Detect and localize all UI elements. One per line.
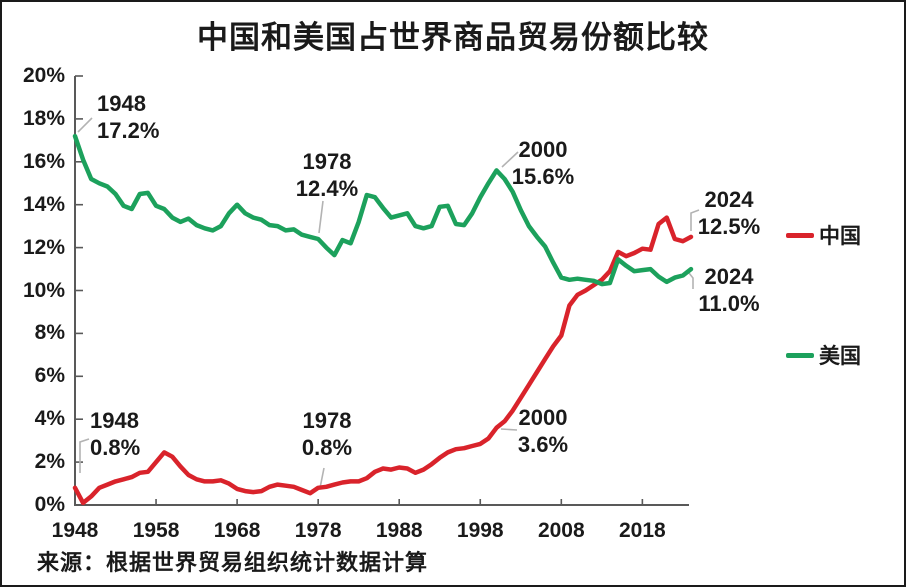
annotation-year: 2000 [518, 405, 568, 430]
annotation-leader-line [500, 428, 518, 431]
annotation-value: 17.2% [97, 118, 160, 143]
annotation-year: 2024 [704, 187, 754, 212]
annotation-year: 2000 [518, 137, 568, 162]
x-axis-label: 1968 [213, 519, 261, 542]
annotation-leader-line [77, 117, 93, 133]
x-axis-label: 1978 [294, 519, 342, 542]
axes [74, 76, 689, 506]
x-axis-label: 1948 [51, 519, 99, 542]
y-axis-label: 18% [22, 106, 65, 130]
legend-label-china: 中国 [819, 225, 861, 248]
annotation-value: 11.0% [698, 291, 760, 316]
annotation-value: 0.8% [90, 435, 141, 460]
annotation-value: 3.6% [517, 432, 569, 457]
series-line-中国 [72, 215, 694, 506]
annotation-leader-line [690, 209, 700, 231]
annotation-value: 12.4% [295, 176, 359, 201]
annotation-value: 15.6% [511, 164, 575, 189]
annotation-value: 12.5% [697, 214, 761, 239]
annotation-cn-2000: 2000 3.6% [501, 404, 585, 458]
annotation-leader-line [319, 467, 325, 489]
annotation-cn-1978: 1978 0.8% [286, 407, 368, 461]
annotation-leader-line [79, 438, 90, 473]
x-axis-label: 1958 [132, 519, 180, 542]
chart-title: 中国和美国占世界商品贸易份额比较 [197, 20, 709, 55]
legend-label-us: 美国 [819, 345, 861, 368]
annotation-cn-2024: 2024 12.5% [687, 186, 771, 240]
annotation-leader-line [501, 151, 519, 168]
x-axis-label: 2008 [537, 519, 585, 542]
y-axis-label: 0% [34, 493, 65, 516]
annotation-us-1948: 1948 17.2% [97, 90, 159, 144]
series-line-美国 [72, 133, 694, 287]
china-line-swatch [786, 232, 814, 238]
legend-item-china: 中国 [786, 222, 861, 248]
annotation-us-2000: 2000 15.6% [501, 136, 585, 190]
annotation-year: 1978 [302, 408, 352, 433]
annotation-year: 1978 [302, 149, 352, 174]
x-axis-label: 2018 [619, 519, 666, 542]
y-axis-label: 8% [34, 321, 65, 345]
annotation-year: 1948 [97, 91, 146, 116]
y-axis-label: 14% [22, 192, 65, 216]
y-axis-label: 16% [22, 149, 65, 173]
y-axis-label: 6% [34, 364, 65, 388]
annotation-year: 1948 [90, 408, 139, 433]
y-axis-label: 4% [34, 407, 65, 431]
source-note: 来源：根据世界贸易组织统计数据计算 [37, 550, 429, 575]
annotation-us-1978: 1978 12.4% [286, 148, 368, 202]
us-line-swatch [786, 352, 814, 358]
x-axis-label: 1998 [456, 519, 504, 542]
annotation-value: 0.8% [301, 435, 353, 460]
annotation-leader-line [318, 200, 324, 234]
legend-item-us: 美国 [786, 342, 861, 368]
x-axis-label: 1988 [375, 519, 423, 542]
annotation-cn-1948: 1948 0.8% [90, 407, 140, 461]
y-axis-label: 12% [22, 235, 65, 259]
annotation-year: 2024 [704, 264, 754, 289]
annotation-leader-line [688, 272, 694, 289]
y-axis-label: 10% [22, 278, 65, 302]
y-axis-label: 2% [34, 450, 65, 474]
annotation-us-2024: 2024 11.0% [687, 263, 771, 317]
y-axis-label: 20% [22, 64, 65, 87]
